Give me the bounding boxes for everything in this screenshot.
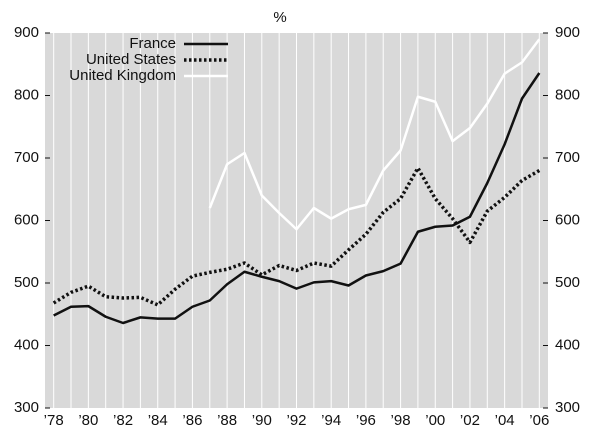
- y-tick-label: 300: [14, 399, 39, 416]
- x-tick-label: ’82: [113, 412, 133, 428]
- y-tick-label: 500: [14, 274, 39, 291]
- y-tick-label: 400: [14, 336, 39, 353]
- x-tick-label: ’88: [217, 412, 237, 428]
- y2-tick-label: 500: [555, 274, 580, 291]
- x-tick-label: ’92: [286, 412, 306, 428]
- series-line: [52, 166, 541, 307]
- y-tick-label: 700: [14, 149, 39, 166]
- legend-label: United Kingdom: [69, 67, 176, 84]
- y2-tick-label: 800: [555, 86, 580, 103]
- legend-label: France: [129, 35, 176, 52]
- y2-tick-label: 900: [555, 24, 580, 41]
- legend-label: United States: [86, 51, 176, 68]
- y-tick-label: 800: [14, 86, 39, 103]
- y-tick-label: 600: [14, 211, 39, 228]
- x-tick-label: ’94: [321, 412, 341, 428]
- x-tick-label: ’02: [460, 412, 480, 428]
- y-tick-label: 900: [14, 24, 39, 41]
- series-line: [53, 72, 541, 325]
- x-tick-label: ’96: [356, 412, 376, 428]
- chart-title: %: [273, 9, 286, 26]
- x-tick-label: ’04: [495, 412, 515, 428]
- x-tick-label: ’90: [252, 412, 272, 428]
- x-tick-label: ’78: [44, 412, 64, 428]
- y2-tick-label: 600: [555, 211, 580, 228]
- x-tick-label: ’98: [391, 412, 411, 428]
- x-tick-label: ’06: [529, 412, 549, 428]
- y2-tick-label: 700: [555, 149, 580, 166]
- x-tick-label: ’86: [182, 412, 202, 428]
- x-tick-label: ’80: [78, 412, 98, 428]
- y2-tick-label: 400: [555, 336, 580, 353]
- x-tick-label: ’00: [425, 412, 445, 428]
- series-line: [208, 38, 541, 231]
- x-tick-label: ’84: [148, 412, 168, 428]
- y2-tick-label: 300: [555, 399, 580, 416]
